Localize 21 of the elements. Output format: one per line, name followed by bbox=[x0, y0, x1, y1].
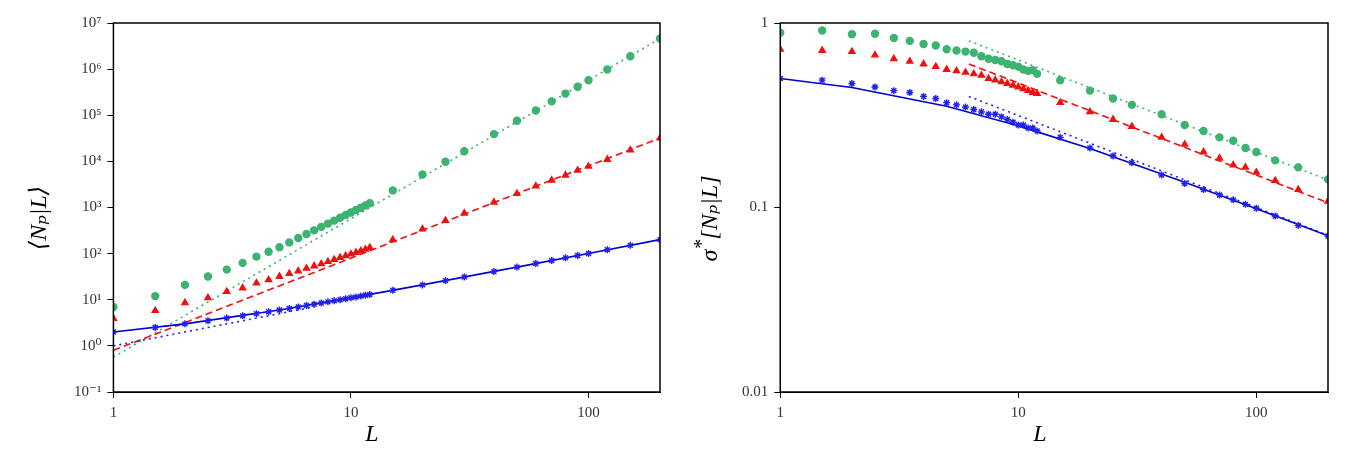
x-tick-label: 10 bbox=[1010, 403, 1026, 420]
y-tick-label: 10⁰ bbox=[80, 336, 102, 353]
x-tick-label: 10 bbox=[343, 403, 359, 420]
x-tick-label: 1 bbox=[776, 403, 784, 420]
y-tick-label: 10⁶ bbox=[81, 60, 102, 77]
y-tick-label: 0.1 bbox=[749, 198, 769, 215]
y-tick-label: 0.01 bbox=[742, 382, 769, 399]
y-tick-label: 10⁴ bbox=[81, 152, 102, 169]
y-tick-label: 10⁻¹ bbox=[73, 382, 102, 399]
x-tick-label: 1 bbox=[109, 403, 118, 420]
y-tick-label: 10² bbox=[81, 244, 102, 261]
y-tick-label: 10⁵ bbox=[81, 106, 102, 123]
x-axis-title: L bbox=[364, 420, 380, 447]
x-tick-label: 100 bbox=[1245, 403, 1268, 420]
y-axis-title: ⟨Nₚ|L⟩ bbox=[24, 185, 52, 251]
y-tick-label: 1 bbox=[760, 13, 769, 30]
x-axis-title: L bbox=[1032, 420, 1048, 447]
y-tick-label: 10⁷ bbox=[81, 13, 102, 30]
y-tick-label: 10¹ bbox=[81, 290, 102, 307]
y-tick-label: 10³ bbox=[81, 198, 102, 215]
x-tick-label: 100 bbox=[577, 403, 600, 420]
